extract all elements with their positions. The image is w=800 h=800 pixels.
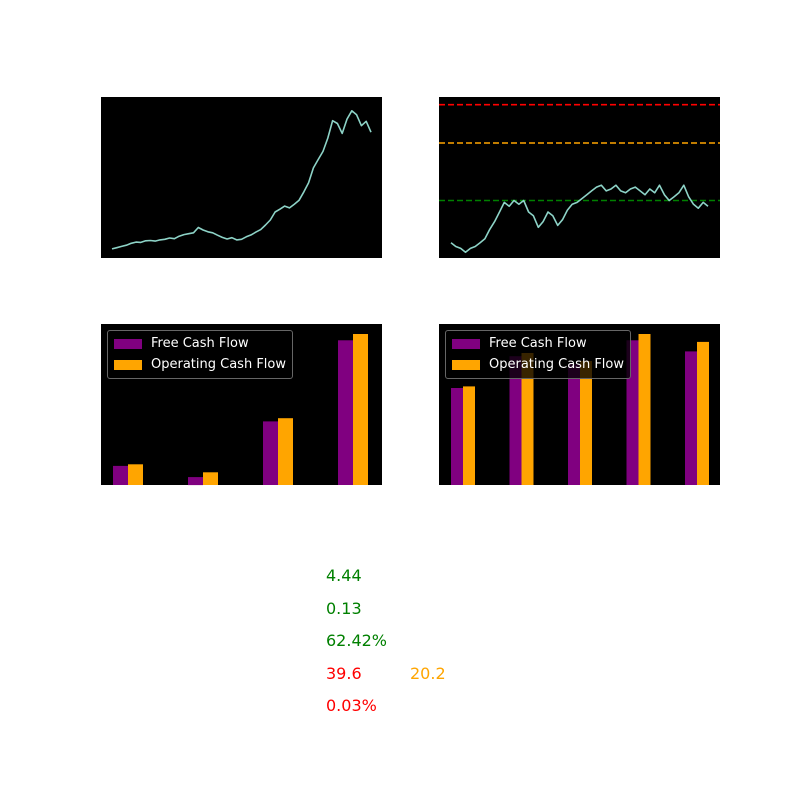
chart-legend: Free Cash Flow Operating Cash Flow: [107, 330, 293, 379]
chart-legend: Free Cash Flow Operating Cash Flow: [445, 330, 631, 379]
metric-value-side: 20.2: [410, 664, 446, 683]
bar-operating-cash-flow-2: [203, 472, 218, 485]
legend-label-fcf: Free Cash Flow: [489, 336, 587, 351]
bar-operating-cash-flow-1: [463, 386, 475, 485]
bar-operating-cash-flow-3: [580, 361, 592, 485]
legend-item-ocf: Operating Cash Flow: [114, 354, 286, 375]
bar-operating-cash-flow-3: [278, 418, 293, 485]
legend-item-fcf: Free Cash Flow: [452, 333, 624, 354]
metric-value-3: 62.42%: [326, 631, 388, 650]
bar-operating-cash-flow-4: [353, 334, 368, 485]
legend-label-fcf: Free Cash Flow: [151, 336, 249, 351]
bar-free-cash-flow-5: [685, 351, 697, 485]
bar-free-cash-flow-4: [338, 340, 353, 485]
legend-swatch-ocf: [114, 359, 142, 370]
cash-flow-bar-chart-2: Free Cash Flow Operating Cash Flow: [439, 324, 720, 485]
series-line-1: [450, 184, 709, 254]
cash-flow-bars-svg-2: [451, 334, 709, 485]
indicator-line-chart: [439, 97, 720, 258]
bar-operating-cash-flow-2: [521, 353, 534, 485]
bar-operating-cash-flow-5: [697, 341, 709, 485]
cash-flow-bar-chart-1: Free Cash Flow Operating Cash Flow: [101, 324, 382, 486]
price-line-svg: [111, 110, 372, 250]
legend-swatch-ocf: [452, 359, 480, 370]
series-line-1: [111, 110, 372, 250]
metric-value-5: 0.03%: [326, 696, 377, 715]
bar-free-cash-flow-2: [188, 477, 203, 486]
bar-operating-cash-flow-4: [638, 334, 651, 485]
bar-free-cash-flow-1: [113, 465, 128, 485]
metric-value-2: 0.13: [326, 599, 362, 618]
price-line-chart: [101, 97, 382, 258]
metric-value-4: 39.6: [326, 664, 362, 683]
indicator-line-svg: [439, 103, 720, 254]
legend-swatch-fcf: [452, 338, 480, 349]
legend-item-ocf: Operating Cash Flow: [452, 354, 624, 375]
legend-swatch-fcf: [114, 338, 142, 349]
bar-free-cash-flow-2: [509, 356, 522, 485]
legend-item-fcf: Free Cash Flow: [114, 333, 286, 354]
bar-free-cash-flow-3: [263, 421, 278, 485]
metric-value-1: 4.44: [326, 566, 362, 585]
legend-label-ocf: Operating Cash Flow: [151, 357, 286, 372]
bar-free-cash-flow-3: [568, 364, 580, 485]
cash-flow-bars-svg-1: [113, 334, 368, 486]
bar-free-cash-flow-1: [451, 388, 463, 485]
legend-label-ocf: Operating Cash Flow: [489, 357, 624, 372]
bar-operating-cash-flow-1: [128, 464, 143, 485]
